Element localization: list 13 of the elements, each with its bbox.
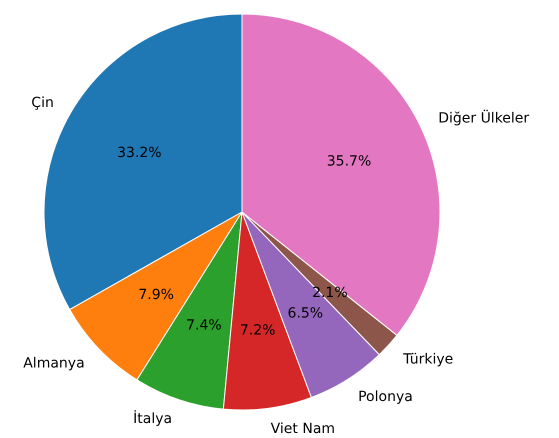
data-label: 33.2% [117, 145, 162, 162]
data-label: 7.2% [240, 322, 276, 339]
data-label: 35.7% [326, 153, 372, 170]
slice-label: Almanya [23, 355, 85, 372]
data-label: 7.9% [138, 287, 174, 304]
slice-label: İtalya [133, 410, 172, 428]
slice-label: Polonya [358, 389, 413, 406]
slice-label: Viet Nam [270, 420, 336, 437]
slice-label: Diğer Ülkeler [438, 109, 530, 126]
slice-label: Türkiye [402, 351, 454, 368]
slice-label: Çin [31, 95, 54, 112]
data-label: 7.4% [186, 317, 222, 334]
data-label: 6.5% [288, 305, 324, 322]
